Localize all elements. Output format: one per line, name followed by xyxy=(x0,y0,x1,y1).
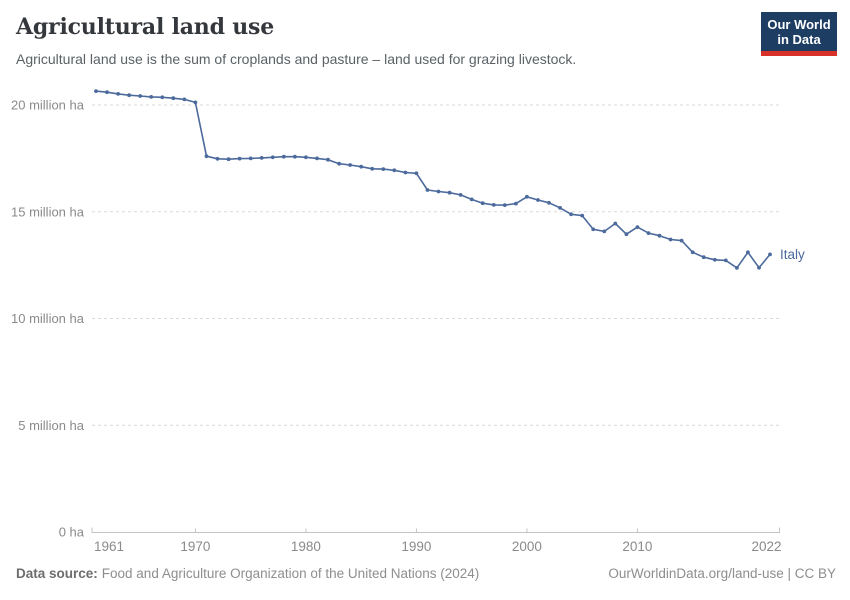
series-italy: Italy xyxy=(94,89,805,270)
footer-source: Data source: Food and Agriculture Organiz… xyxy=(16,565,479,583)
x-tick-label: 2010 xyxy=(622,539,652,554)
data-point xyxy=(237,156,242,161)
data-point xyxy=(304,155,308,160)
data-point xyxy=(746,250,750,255)
y-tick-label: 0 ha xyxy=(59,525,85,540)
y-tick-label: 20 million ha xyxy=(11,98,85,113)
data-point xyxy=(226,157,231,162)
data-point xyxy=(116,92,120,96)
owid-logo-line2: in Data xyxy=(777,32,821,47)
gridlines: 0 ha 5 million ha 10 million ha 15 million … xyxy=(11,98,780,540)
data-point xyxy=(690,250,695,255)
data-point xyxy=(712,257,717,262)
data-point xyxy=(547,200,551,205)
data-point xyxy=(447,190,452,195)
data-point xyxy=(580,213,585,218)
x-tick-label: 2022 xyxy=(751,539,781,554)
data-point xyxy=(757,265,761,270)
data-point xyxy=(558,206,562,210)
data-point xyxy=(469,197,474,202)
data-point xyxy=(337,161,341,166)
data-point xyxy=(348,163,352,167)
series-line[interactable] xyxy=(95,90,771,269)
page-title: Agricultural land use xyxy=(16,14,274,40)
data-point xyxy=(480,201,485,206)
data-point xyxy=(171,96,176,101)
data-point xyxy=(414,171,419,176)
data-point xyxy=(591,227,596,232)
data-point xyxy=(679,238,684,243)
y-tick-label: 10 million ha xyxy=(11,311,85,326)
x-tick-label: 1970 xyxy=(180,539,210,554)
data-point xyxy=(127,93,131,98)
data-point xyxy=(668,237,673,242)
data-point xyxy=(635,225,640,230)
data-point xyxy=(359,164,364,169)
data-point xyxy=(326,157,330,162)
data-point xyxy=(160,95,165,100)
data-point xyxy=(370,166,375,171)
chart-footer: Data source: Food and Agriculture Organiz… xyxy=(16,565,836,583)
data-point xyxy=(248,156,253,161)
footer-license-link[interactable]: OurWorldinData.org/land-use | CC BY xyxy=(608,566,836,581)
data-point xyxy=(536,198,540,202)
data-point xyxy=(624,232,629,237)
data-point xyxy=(94,89,98,93)
data-point xyxy=(215,156,220,161)
data-point xyxy=(182,97,187,102)
data-point xyxy=(657,233,662,238)
data-point xyxy=(502,203,507,208)
data-point xyxy=(768,252,772,257)
data-point xyxy=(204,154,209,159)
y-tick-label: 15 million ha xyxy=(11,204,85,219)
data-point xyxy=(259,156,264,160)
owid-logo[interactable]: Our World in Data xyxy=(761,12,837,56)
data-point xyxy=(569,212,573,217)
data-point xyxy=(602,229,607,234)
data-point xyxy=(514,201,518,206)
data-point xyxy=(701,255,706,260)
data-point xyxy=(491,203,496,207)
y-tick-label: 5 million ha xyxy=(18,418,85,433)
data-point xyxy=(193,100,198,105)
data-point xyxy=(403,170,408,175)
data-point xyxy=(293,154,297,159)
data-point xyxy=(105,90,109,95)
chart-subtitle: Agricultural land use is the sum of crop… xyxy=(16,51,577,67)
data-point xyxy=(646,231,651,236)
data-point xyxy=(381,167,386,172)
data-point xyxy=(436,189,441,194)
x-tick-label: 2000 xyxy=(512,539,542,554)
x-axis: 1961 1970 1980 1990 2000 2010 2022 xyxy=(91,527,782,554)
data-point xyxy=(270,155,275,160)
footer-source-text: Food and Agriculture Organization of the… xyxy=(101,566,480,581)
data-point xyxy=(525,194,529,199)
data-point xyxy=(138,94,143,98)
data-point xyxy=(315,156,319,161)
data-point xyxy=(281,154,286,159)
footer-source-label: Data source: xyxy=(16,566,98,581)
x-tick-label: 1980 xyxy=(291,539,321,554)
x-tick-label: 1961 xyxy=(94,539,124,554)
data-point xyxy=(723,258,728,263)
data-point xyxy=(613,221,618,226)
data-point xyxy=(149,95,154,99)
data-point xyxy=(735,266,739,270)
data-point xyxy=(425,188,430,192)
owid-logo-line1: Our World xyxy=(767,17,831,32)
data-point xyxy=(392,168,397,173)
data-point xyxy=(458,193,463,197)
x-tick-label: 1990 xyxy=(401,539,431,554)
x-axis-line xyxy=(91,527,780,533)
series-end-label[interactable]: Italy xyxy=(780,247,805,262)
